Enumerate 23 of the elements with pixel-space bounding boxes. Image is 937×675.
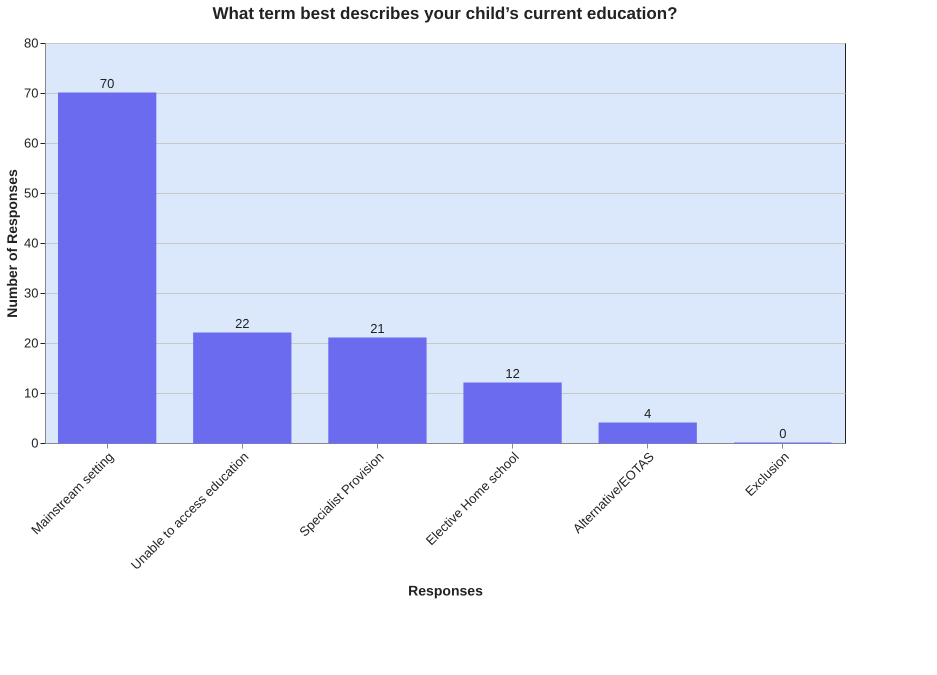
bar xyxy=(193,332,292,444)
data-label: 22 xyxy=(235,316,250,331)
bar xyxy=(463,382,562,444)
y-tick-label: 30 xyxy=(24,286,38,300)
bar xyxy=(598,422,697,444)
bar xyxy=(58,92,156,444)
y-axis-title: Number of Responses xyxy=(4,168,20,318)
y-tick-label: 0 xyxy=(31,436,38,450)
y-tick-label: 60 xyxy=(24,136,38,150)
data-label: 21 xyxy=(370,321,385,336)
data-label: 70 xyxy=(100,76,114,91)
data-label: 12 xyxy=(505,366,520,381)
bar xyxy=(328,338,427,444)
data-label: 4 xyxy=(644,406,652,421)
y-tick-label: 20 xyxy=(24,336,38,350)
y-tick-label: 10 xyxy=(24,386,38,400)
y-tick-label: 70 xyxy=(24,86,38,100)
data-label: 0 xyxy=(779,426,786,441)
y-tick-label: 80 xyxy=(24,36,38,50)
chart-title: What term best describes your child’s current education? xyxy=(212,4,678,23)
x-axis-title: Responses xyxy=(408,582,484,599)
y-tick-label: 50 xyxy=(24,186,38,200)
y-tick-label: 40 xyxy=(24,236,38,250)
